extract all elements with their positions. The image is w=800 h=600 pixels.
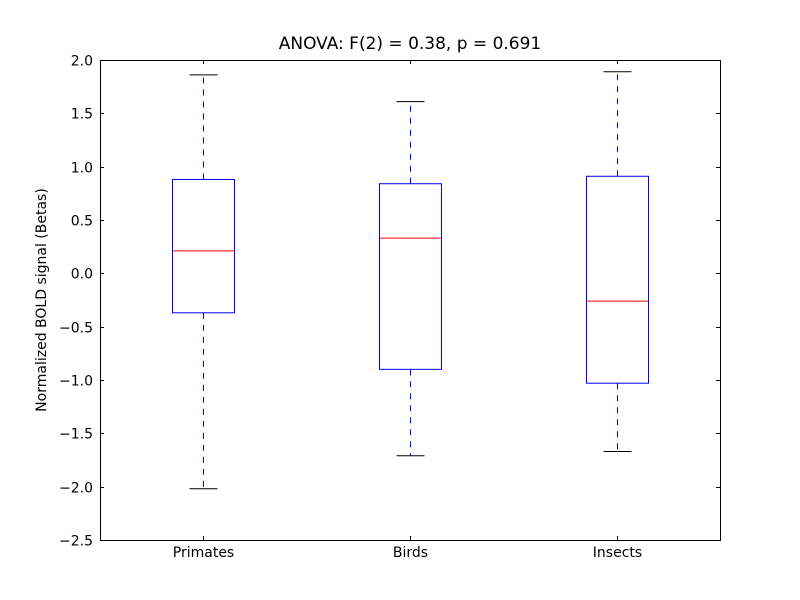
y-tick-label: 1.5 [71,107,93,123]
box [586,175,649,384]
y-tick-label: 0.5 [71,214,93,230]
chart-title: ANOVA: F(2) = 0.38, p = 0.691 [279,34,542,54]
y-tick-label: −2.5 [59,534,93,550]
y-tick-label: −1.5 [59,427,93,443]
x-tick-label: Primates [173,545,234,561]
y-axis-label: Normalized BOLD signal (Betas) [34,188,50,412]
y-tick-label: 0.0 [71,267,93,283]
box [172,178,235,314]
y-tick-label: −0.5 [59,321,93,337]
box [379,183,442,370]
y-tick-label: 2.0 [71,54,93,70]
x-tick-label: Birds [393,545,428,561]
y-tick-label: −2.0 [59,481,93,497]
x-tick-label: Insects [593,545,642,561]
y-tick-label: −1.0 [59,374,93,390]
y-tick-label: 1.0 [71,161,93,177]
axes-frame [100,60,721,541]
